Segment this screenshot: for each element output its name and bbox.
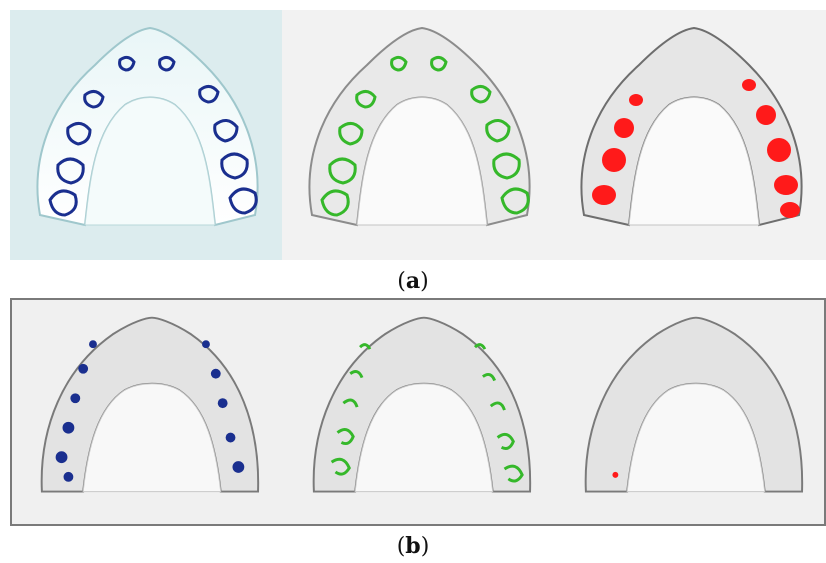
- dental-arch-scan-b-blue: [40, 316, 260, 493]
- panel-a-view-blue: [10, 10, 282, 260]
- panel-b-view-red: [556, 300, 824, 524]
- caption-panel-a: (a): [397, 268, 429, 294]
- panel-a-image-strip: [10, 10, 826, 260]
- caption-panel-b: (b): [396, 533, 430, 559]
- panel-b-label: b: [405, 533, 421, 559]
- dental-arch-scan-red: [580, 26, 803, 227]
- dental-arch-scan-blue: [36, 26, 259, 227]
- panel-b-view-blue: [12, 300, 284, 524]
- panel-b-view-green: [284, 300, 556, 524]
- panel-a-view-green: [282, 10, 554, 260]
- panel-a-label: a: [405, 268, 421, 294]
- panel-a-view-red: [554, 10, 826, 260]
- dental-arch-scan-b-green: [312, 316, 532, 493]
- dental-arch-scan-b-red: [584, 316, 804, 493]
- panel-b-image-strip: [10, 298, 826, 526]
- dental-arch-scan-green: [308, 26, 531, 227]
